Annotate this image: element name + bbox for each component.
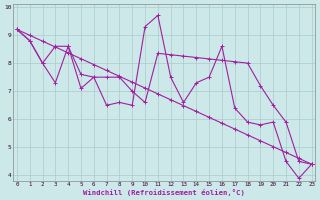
X-axis label: Windchill (Refroidissement éolien,°C): Windchill (Refroidissement éolien,°C) [83,189,245,196]
